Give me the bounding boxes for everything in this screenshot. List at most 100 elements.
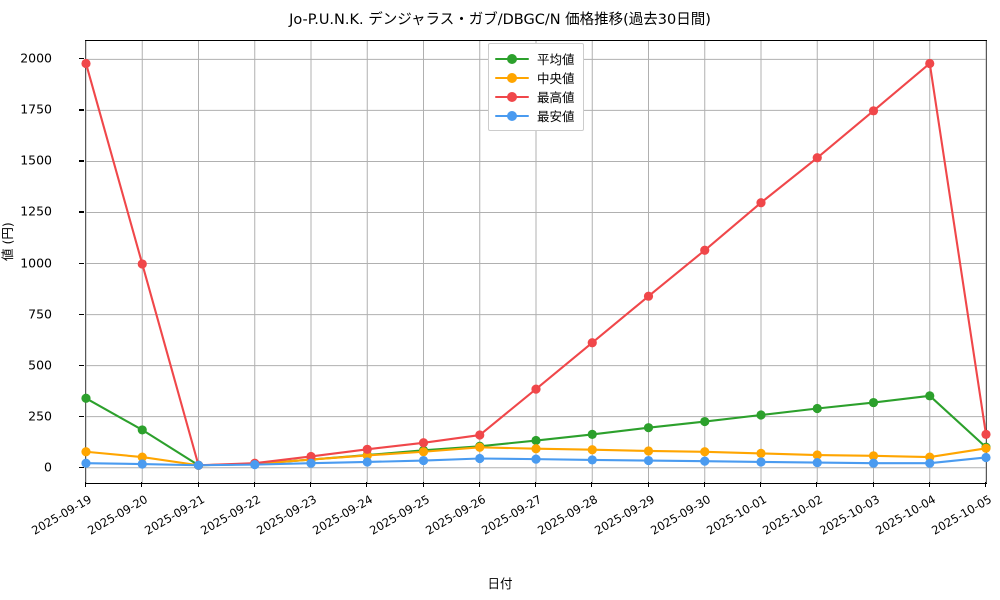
data-point	[193, 460, 204, 470]
y-tick-label: 1000	[20, 255, 52, 271]
data-point	[700, 447, 710, 457]
x-tick-mark	[591, 482, 593, 487]
x-tick-mark	[85, 482, 87, 487]
data-point	[812, 450, 822, 460]
data-point	[587, 455, 597, 465]
data-point	[475, 442, 485, 452]
x-tick-mark	[253, 482, 255, 487]
legend-label: 最安値	[537, 109, 575, 124]
legend-item-3[interactable]: 最安値	[495, 106, 575, 125]
data-point	[81, 393, 91, 403]
legend-swatch-icon	[495, 52, 529, 66]
data-series-layer	[81, 58, 991, 470]
data-point	[531, 435, 541, 446]
y-tick-mark	[79, 211, 84, 213]
legend-swatch-icon	[495, 109, 529, 123]
x-tick-mark	[197, 482, 199, 487]
y-tick-label: 1750	[20, 101, 52, 117]
data-point	[868, 106, 879, 116]
y-tick-label: 250	[28, 408, 52, 424]
chart-legend: 平均値中央値最高値最安値	[488, 43, 584, 131]
x-tick-mark	[872, 482, 874, 487]
data-point	[362, 457, 372, 467]
legend-swatch-icon	[495, 90, 529, 104]
data-point	[756, 457, 766, 467]
data-point	[643, 455, 654, 466]
data-point	[812, 457, 822, 468]
data-point	[250, 460, 260, 470]
legend-label: 中央値	[537, 71, 575, 86]
data-point	[925, 391, 935, 401]
data-point	[137, 452, 147, 462]
legend-item-1[interactable]: 中央値	[495, 68, 575, 87]
data-point	[306, 458, 316, 468]
data-point	[418, 455, 429, 466]
data-point	[700, 416, 710, 427]
y-tick-label: 1500	[20, 152, 52, 168]
x-tick-mark	[141, 482, 143, 487]
y-tick-mark	[79, 58, 84, 60]
x-tick-mark	[760, 482, 762, 487]
legend-swatch-icon	[495, 71, 529, 85]
data-point	[868, 397, 879, 408]
legend-item-2[interactable]: 最高値	[495, 87, 575, 106]
y-tick-mark	[79, 262, 84, 264]
data-point	[531, 454, 541, 464]
x-tick-mark	[422, 482, 424, 487]
data-point	[756, 410, 766, 420]
data-point	[587, 445, 597, 455]
data-point	[81, 58, 91, 69]
y-tick-mark	[79, 466, 84, 468]
data-point	[418, 438, 429, 448]
y-tick-label: 750	[28, 306, 52, 322]
data-point	[643, 291, 654, 301]
x-tick-mark	[985, 482, 987, 487]
data-point	[475, 430, 485, 440]
data-point	[137, 459, 147, 469]
data-point	[81, 458, 91, 468]
data-point	[587, 429, 597, 440]
data-point	[868, 458, 879, 468]
x-tick-mark	[366, 482, 368, 487]
x-tick-mark	[703, 482, 705, 487]
x-tick-mark	[310, 482, 312, 487]
y-tick-mark	[79, 313, 84, 315]
data-point	[700, 245, 710, 255]
data-point	[362, 444, 372, 454]
data-point	[531, 444, 541, 454]
y-tick-label: 500	[28, 357, 52, 373]
legend-label: 最高値	[537, 90, 575, 105]
data-point	[981, 429, 991, 440]
x-axis-label: 日付	[487, 576, 513, 591]
data-point	[81, 447, 91, 457]
y-axis-tick-labels: 0 250 500 750 1000 1250 1500 1750 2000	[0, 40, 78, 482]
y-tick-mark	[79, 415, 84, 417]
data-point	[981, 452, 991, 463]
data-point	[812, 153, 822, 163]
y-tick-label: 0	[44, 459, 52, 475]
y-tick-label: 1250	[20, 203, 52, 219]
data-point	[981, 443, 991, 453]
x-tick-mark	[816, 482, 818, 487]
y-tick-label: 2000	[20, 50, 52, 66]
legend-label: 平均値	[537, 52, 575, 67]
x-tick-mark	[928, 482, 930, 487]
y-tick-mark	[79, 364, 84, 366]
x-tick-mark	[478, 482, 480, 487]
data-point	[587, 338, 597, 348]
legend-item-0[interactable]: 平均値	[495, 49, 575, 68]
data-point	[812, 403, 822, 414]
x-tick-mark	[535, 482, 537, 487]
data-point	[475, 453, 485, 464]
data-point	[137, 259, 147, 269]
data-point	[643, 446, 654, 456]
data-point	[137, 425, 147, 435]
y-tick-mark	[79, 109, 84, 111]
y-tick-mark	[79, 160, 84, 162]
x-tick-mark	[647, 482, 649, 487]
data-point	[925, 58, 935, 69]
data-point	[306, 451, 316, 462]
data-point	[643, 423, 654, 433]
data-point	[531, 384, 541, 394]
data-point	[756, 198, 766, 208]
